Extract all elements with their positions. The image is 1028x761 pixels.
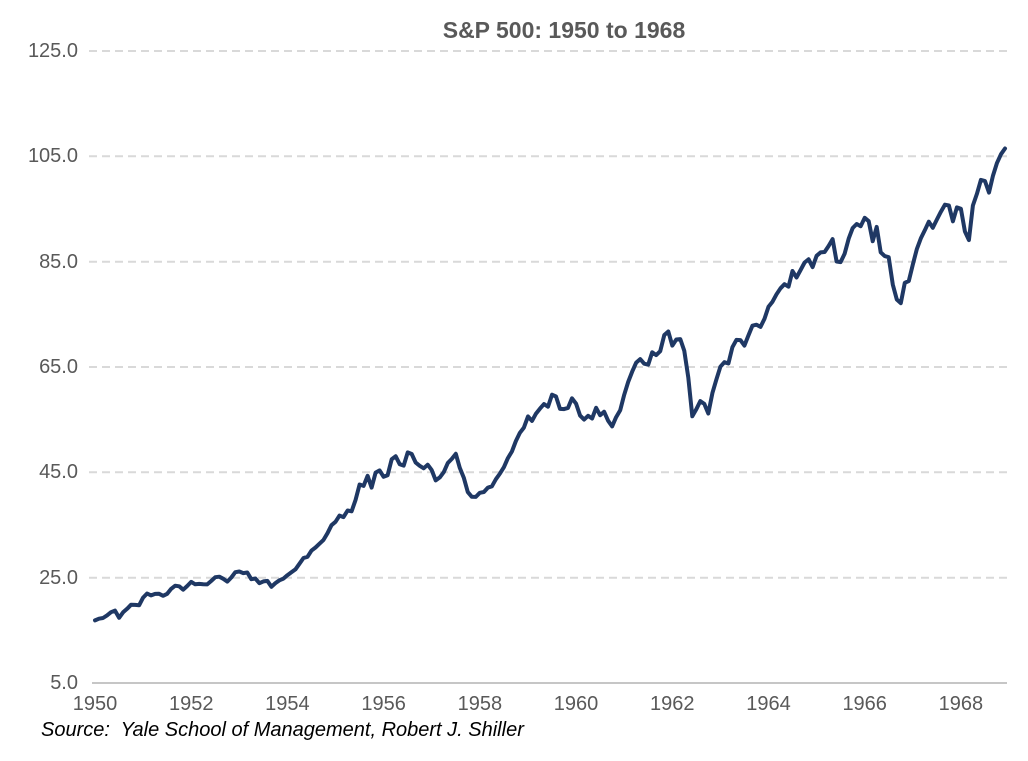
x-tick-label: 1950	[72, 693, 118, 715]
x-tick-label: 1964	[746, 693, 791, 715]
x-tick-label: 1962	[650, 693, 695, 715]
x-tick-label: 1960	[553, 693, 599, 715]
x-tick-label: 1956	[361, 693, 406, 715]
x-tick-label: 1958	[457, 693, 503, 715]
x-tick-label: 1968	[938, 693, 984, 715]
y-tick-label: 125.0	[27, 40, 78, 62]
x-tick-label: 1952	[168, 693, 214, 715]
y-tick-label: 85.0	[39, 250, 78, 273]
y-tick-label: 5.0	[50, 672, 78, 694]
chart-title: S&P 500: 1950 to 1968	[442, 17, 686, 43]
y-tick-label: 105.0	[27, 145, 78, 168]
y-tick-label: 45.0	[39, 461, 78, 484]
y-tick-label: 65.0	[39, 356, 78, 378]
sp500-series-line	[93, 146, 1007, 623]
source-note: Source: Yale School of Management, Rober…	[41, 719, 524, 741]
x-tick-label: 1954	[265, 693, 310, 715]
y-tick-label: 25.0	[39, 566, 78, 589]
x-tick-label: 1966	[842, 693, 887, 715]
